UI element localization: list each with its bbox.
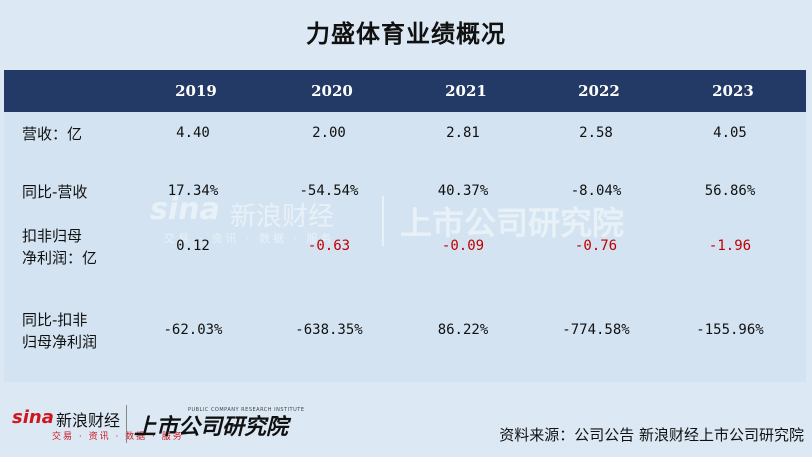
- performance-table: 2019 2020 2021 2022 2023: [4, 70, 806, 382]
- table-cell: -0.63: [307, 238, 351, 254]
- row-label: 同比-营收: [22, 181, 87, 203]
- table-cell: 4.40: [176, 125, 210, 141]
- table-cell: 0.12: [176, 238, 210, 254]
- institute-logo-tiny: PUBLIC COMPANY RESEARCH INSTITUTE: [188, 407, 305, 413]
- table-cell: -638.35%: [295, 322, 363, 338]
- year-header: 2022: [578, 82, 620, 100]
- year-header: 2021: [445, 82, 487, 100]
- year-header: 2023: [712, 82, 754, 100]
- sina-logo-cn: 新浪财经: [56, 411, 121, 430]
- sina-logo-sub: 交易 · 资讯 · 数据 · 服务: [52, 432, 184, 442]
- table-cell: 2.81: [446, 125, 480, 141]
- row-label-line: 营收：亿: [22, 125, 83, 143]
- row-label-line: 同比-扣非: [22, 311, 88, 329]
- table-cell: 40.37%: [437, 183, 489, 199]
- table-cell: 2.58: [579, 125, 613, 141]
- table-cell: -155.96%: [696, 322, 764, 338]
- table-cell: 86.22%: [437, 322, 489, 338]
- row-label-line: 同比-营收: [22, 183, 88, 201]
- row-label: 营收：亿: [22, 123, 82, 145]
- table-cell: -62.03%: [163, 322, 223, 338]
- row-label: 扣非归母净利润：亿: [22, 225, 97, 269]
- logo-divider: [126, 405, 127, 443]
- year-header: 2020: [311, 82, 353, 100]
- table-cell: -54.54%: [299, 183, 359, 199]
- table-cell: -0.76: [574, 238, 618, 254]
- table-cell: -774.58%: [562, 322, 630, 338]
- year-header: 2019: [175, 82, 217, 100]
- table-cell: -1.96: [708, 238, 752, 254]
- row-label-line: 归母净利润: [22, 333, 98, 351]
- source-note: 资料来源：公司公告 新浪财经上市公司研究院: [499, 426, 804, 444]
- sina-logo: sina: [12, 407, 54, 428]
- table-cell: 17.34%: [167, 183, 219, 199]
- table-cell: 2.00: [312, 125, 346, 141]
- table-header: 2019 2020 2021 2022 2023: [4, 70, 806, 112]
- row-label-line: 净利润：亿: [22, 249, 98, 267]
- table-cell: 56.86%: [704, 183, 756, 199]
- institute-logo: 上市公司研究院: [134, 415, 289, 440]
- page-title: 力盛体育业绩概况: [306, 20, 506, 48]
- table-cell: -8.04%: [570, 183, 622, 199]
- table-cell: 4.05: [713, 125, 747, 141]
- row-label-line: 扣非归母: [22, 227, 83, 245]
- table-cell: -0.09: [441, 238, 485, 254]
- footer-logo: sina 新浪财经 交易 · 资讯 · 数据 · 服务 PUBLIC COMPA…: [12, 405, 312, 445]
- row-label: 同比-扣非归母净利润: [22, 309, 97, 353]
